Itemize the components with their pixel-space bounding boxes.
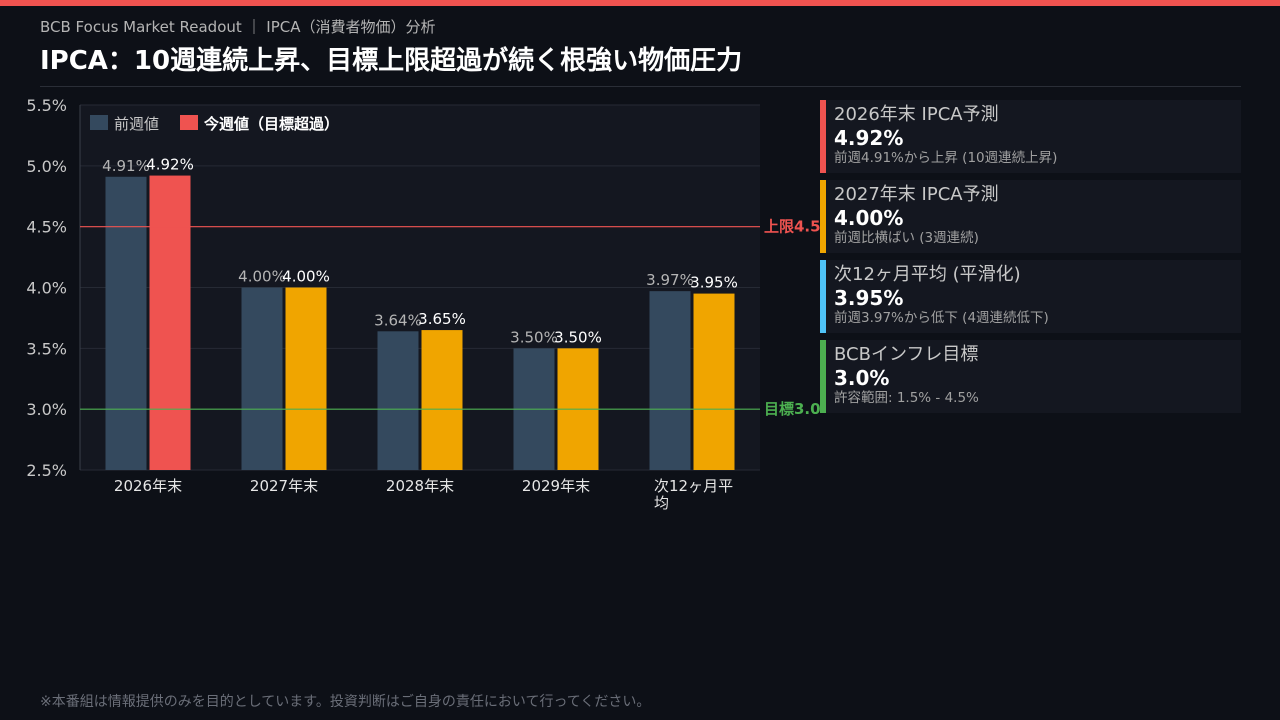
- x-tick-label: 2029年末: [522, 477, 590, 495]
- ipca-bar-chart: 2.5% 3.0% 3.5% 4.0% 4.5% 5.0% 5.5% 4.91%4.92% 20…: [26, 96, 820, 512]
- data-label-previous: 4.91%: [102, 157, 150, 175]
- card-note: 前週比横ばい (3週連続): [834, 230, 979, 246]
- legend-swatch-current: [180, 115, 198, 130]
- bar-previous: [649, 291, 691, 470]
- bar-previous: [105, 176, 147, 470]
- card-label: 次12ヶ月平均 (平滑化): [834, 264, 1021, 285]
- card-label: BCBインフレ目標: [834, 344, 979, 365]
- reference-line-label: 上限4.5: [764, 218, 820, 236]
- card-label: 2027年末 IPCA予測: [834, 184, 999, 205]
- data-label-current: 4.92%: [146, 156, 194, 174]
- y-tick-label: 5.0%: [26, 157, 67, 176]
- card-value: 4.00%: [834, 206, 904, 230]
- bar-current: [149, 175, 191, 471]
- y-tick-label: 5.5%: [26, 96, 67, 115]
- disclaimer: ※本番組は情報提供のみを目的としています。投資判断はご自身の責任において行ってく…: [40, 694, 651, 710]
- data-label-current: 3.95%: [690, 274, 738, 292]
- card-2027-forecast: 2027年末 IPCA予測 4.00% 前週比横ばい (3週連続): [820, 180, 1241, 253]
- card-value: 3.0%: [834, 366, 890, 390]
- page-subtitle: BCB Focus Market Readout ｜ IPCA（消費者物価）分析: [40, 18, 436, 36]
- bar-current: [421, 330, 463, 470]
- card-2026-forecast: 2026年末 IPCA予測 4.92% 前週4.91%から上昇 (10週連続上昇…: [820, 100, 1241, 173]
- page-title: IPCA：10週連続上昇、目標上限超過が続く根強い物価圧力: [40, 46, 743, 76]
- data-label-previous: 4.00%: [238, 268, 286, 286]
- legend-label-previous: 前週値: [114, 115, 159, 133]
- y-tick-label: 4.0%: [26, 279, 67, 298]
- data-label-current: 3.50%: [554, 328, 602, 346]
- summary-cards: 2026年末 IPCA予測 4.92% 前週4.91%から上昇 (10週連続上昇…: [820, 100, 1241, 420]
- bar-previous: [377, 331, 419, 470]
- bar-previous: [241, 287, 283, 470]
- reference-line-label: 目標3.0: [764, 400, 820, 418]
- data-label-previous: 3.64%: [374, 311, 422, 329]
- data-label-current: 3.65%: [418, 310, 466, 328]
- card-label: 2026年末 IPCA予測: [834, 104, 999, 125]
- header-divider: [40, 86, 1241, 87]
- card-bcb-target: BCBインフレ目標 3.0% 許容範囲: 1.5% - 4.5%: [820, 340, 1241, 413]
- legend-label-current: 今週値（目標超過）: [203, 115, 339, 133]
- card-12m-average: 次12ヶ月平均 (平滑化) 3.95% 前週3.97%から低下 (4週連続低下): [820, 260, 1241, 333]
- legend-swatch-previous: [90, 115, 108, 130]
- x-tick-label: 次12ヶ月平均: [654, 477, 733, 512]
- top-accent-bar: [0, 0, 1280, 6]
- x-tick-label: 2027年末: [250, 477, 318, 495]
- card-note: 前週3.97%から低下 (4週連続低下): [834, 310, 1049, 326]
- x-tick-label: 2026年末: [114, 477, 182, 495]
- card-note: 許容範囲: 1.5% - 4.5%: [834, 390, 979, 406]
- y-tick-label: 3.0%: [26, 400, 67, 419]
- data-label-previous: 3.97%: [646, 271, 694, 289]
- y-tick-label: 2.5%: [26, 461, 67, 480]
- card-value: 3.95%: [834, 286, 904, 310]
- card-value: 4.92%: [834, 126, 904, 150]
- bar-current: [285, 287, 327, 470]
- card-note: 前週4.91%から上昇 (10週連続上昇): [834, 150, 1058, 166]
- x-tick-label: 2028年末: [386, 477, 454, 495]
- data-label-previous: 3.50%: [510, 328, 558, 346]
- y-tick-label: 3.5%: [26, 339, 67, 358]
- bar-current: [693, 293, 735, 470]
- y-tick-label: 4.5%: [26, 218, 67, 237]
- data-label-current: 4.00%: [282, 268, 330, 286]
